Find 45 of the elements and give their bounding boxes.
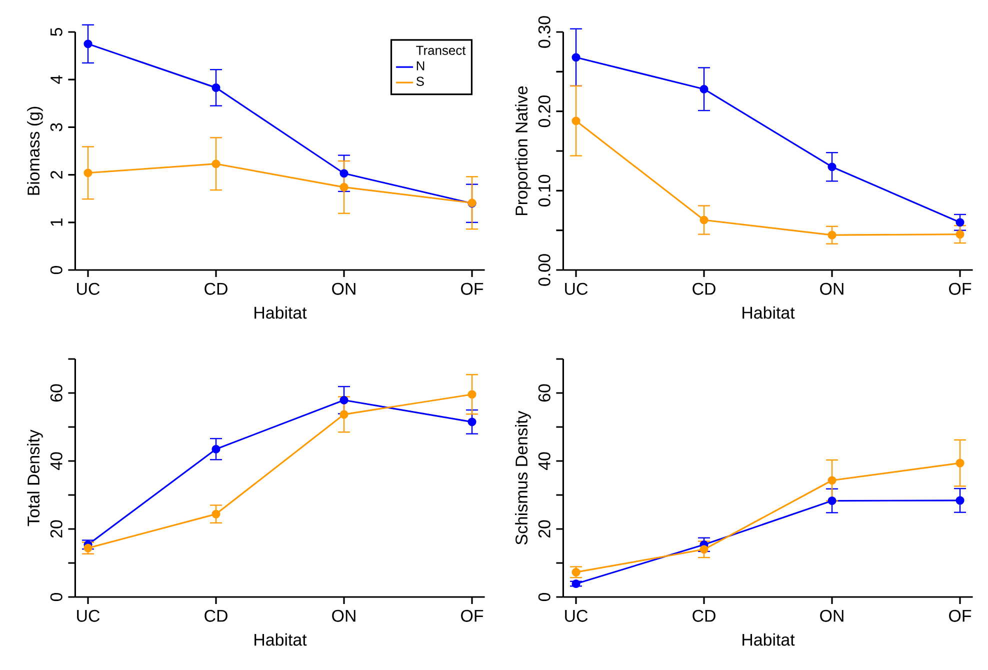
x-tick-label: OF: [461, 610, 484, 622]
x-tick-label: UC: [77, 282, 100, 295]
y-tick-label: 40: [538, 452, 550, 470]
x-tick-label: UC: [565, 282, 588, 295]
y-tick-label: 1: [50, 218, 62, 226]
y-axis-title: Biomass (g): [27, 106, 43, 195]
y-tick-label: 0.20: [538, 96, 550, 128]
x-tick-label: UC: [77, 610, 100, 622]
x-tick-label: CD: [692, 610, 716, 622]
y-tick-label: 60: [538, 384, 550, 402]
x-tick-label: CD: [204, 282, 228, 295]
x-axis-title: Habitat: [742, 306, 795, 319]
y-tick-label: 0.10: [538, 174, 550, 206]
y-axis-title: Schismus Density: [515, 410, 531, 545]
legend-title: Transect: [416, 46, 466, 55]
y-axis-title: Total Density: [27, 430, 43, 526]
x-tick-label: ON: [332, 610, 356, 622]
x-tick-label: OF: [949, 282, 972, 295]
x-tick-label: CD: [692, 282, 716, 295]
x-tick-label: CD: [204, 610, 228, 622]
x-axis-title: Habitat: [254, 633, 307, 646]
x-tick-label: UC: [565, 610, 588, 622]
y-tick-label: 3: [50, 123, 62, 132]
y-tick-label: 0: [50, 592, 62, 602]
x-axis-title: Habitat: [254, 306, 307, 319]
y-tick-label: 20: [538, 520, 550, 538]
y-tick-label: 60: [50, 384, 62, 402]
y-tick-label: 5: [50, 28, 62, 36]
x-tick-label: ON: [332, 282, 356, 295]
y-tick-label: 2: [50, 170, 62, 179]
y-tick-label: 0: [50, 266, 62, 274]
y-axis-title: Proportion Native: [515, 86, 531, 216]
legend-label: S: [416, 76, 424, 86]
y-tick-label: 4: [50, 75, 62, 84]
x-tick-label: OF: [461, 282, 484, 295]
y-tick-label: 0.30: [538, 16, 550, 48]
y-tick-label: 40: [50, 452, 62, 470]
x-axis-title: Habitat: [742, 633, 795, 646]
x-tick-label: ON: [820, 282, 844, 295]
y-tick-label: 0: [538, 592, 550, 602]
y-tick-label: 20: [50, 520, 62, 538]
legend-label: N: [416, 61, 424, 70]
x-tick-label: ON: [820, 610, 844, 622]
x-tick-label: OF: [949, 610, 972, 622]
y-tick-label: 0.00: [538, 254, 550, 286]
